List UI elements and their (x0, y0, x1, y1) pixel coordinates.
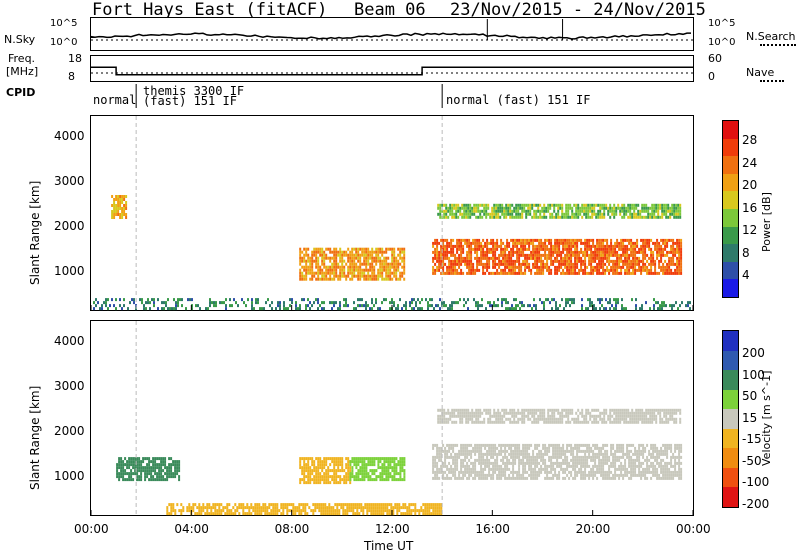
velocity-ytick-1000: 1000 (54, 469, 85, 483)
velocity-colorbar-tick: -100 (742, 475, 770, 489)
nave-legend-line (760, 80, 784, 82)
velocity-colorbar (722, 330, 739, 508)
power-colorbar-tick: 12 (742, 223, 758, 237)
cpid-segment-themis: themis 3300 IF (143, 84, 245, 98)
power-colorbar-tick: 28 (742, 133, 758, 147)
velocity-colorbar-segment (723, 370, 738, 390)
x-tick-label: 12:00 (375, 522, 410, 536)
velocity-colorbar-segment (723, 428, 738, 449)
noise-sky-label: N.Sky (4, 33, 36, 46)
velocity-region-5 (166, 503, 443, 516)
cpid-segment-normal-fast: normal (fast) 151 IF (446, 93, 591, 107)
x-tick-label: 00:00 (676, 522, 711, 536)
beam-title: Beam 06 (354, 0, 426, 20)
velocity-colorbar-tick: -200 (742, 496, 770, 511)
noise-left-tick-top: 10^5 (50, 18, 78, 29)
velocity-region-2 (432, 443, 683, 480)
freq-label: Freq. (8, 52, 36, 65)
cpid-label: CPID (6, 86, 36, 99)
power-colorbar-tick: 16 (742, 200, 758, 215)
velocity-colorbar-segment (723, 389, 738, 410)
date-range: 23/Nov/2015 - 24/Nov/2015 (450, 0, 706, 20)
x-tick-label: 04:00 (174, 522, 209, 536)
freq-tick-bottom: 8 (68, 70, 75, 83)
nave-tick-bottom: 0 (708, 70, 715, 83)
power-ytick-3000: 3000 (54, 174, 85, 188)
velocity-colorbar-tick: -50 (742, 453, 762, 468)
power-colorbar-tick: 8 (742, 245, 750, 260)
freq-unit-label: [MHz] (6, 65, 39, 78)
cpid-segment-themis-fast: (fast) 151 IF (143, 94, 237, 108)
velocity-colorbar-segment (723, 350, 738, 371)
velocity-colorbar-segment (723, 331, 738, 351)
cpid-segment-normal: normal (93, 93, 137, 107)
power-colorbar-segment (723, 261, 738, 280)
velocity-colorbar-segment (723, 448, 738, 468)
noise-search-label: N.Search (746, 30, 796, 43)
station-title: Fort Hays East (fitACF) (92, 0, 328, 20)
velocity-ytick-2000: 2000 (54, 424, 85, 438)
noise-right-tick-bottom: 10^0 (708, 37, 736, 48)
velocity-colorbar-tick: 100 (742, 367, 765, 382)
velocity-colorbar-tick: 15 (742, 410, 758, 425)
velocity-colorbar-segment (723, 409, 738, 429)
x-tick-label: 08:00 (274, 522, 310, 536)
velocity-colorbar-tick: -15 (742, 432, 762, 446)
nave-tick-top: 60 (708, 52, 722, 65)
x-tick-label: 00:00 (74, 522, 109, 536)
velocity-colorbar-tick: 200 (742, 346, 765, 360)
noise-right-tick-top: 10^5 (708, 18, 736, 29)
nave-label: Nave (746, 66, 775, 79)
power-region-1 (432, 238, 683, 275)
power-colorbar (722, 120, 739, 298)
power-colorbar-tick: 4 (742, 268, 750, 282)
freq-tick-top: 18 (68, 52, 82, 65)
x-tick-label: 20:00 (575, 522, 611, 536)
velocity-region-1 (349, 457, 406, 482)
power-region-2 (437, 203, 682, 219)
velocity-colorbar-tick: 50 (742, 389, 758, 403)
power-region-3 (111, 195, 128, 219)
noise-left-tick-bottom: 10^0 (50, 37, 78, 48)
power-colorbar-segment (723, 244, 738, 262)
x-tick-label: 16:00 (475, 522, 510, 536)
freq-panel (90, 55, 694, 82)
power-colorbar-segment (723, 173, 738, 192)
freq-line (91, 66, 693, 76)
power-colorbar-segment (723, 156, 738, 174)
velocity-region-0 (299, 457, 352, 485)
power-colorbar-tick: 24 (742, 155, 758, 170)
power-colorbar-segment (723, 121, 738, 139)
velocity-ytick-4000: 4000 (54, 334, 85, 348)
power-colorbar-segment (723, 138, 738, 157)
velocity-region-3 (437, 408, 682, 424)
velocity-region-4 (116, 457, 181, 482)
noise-sky-line (90, 32, 691, 40)
x-axis-label: Time UT (364, 539, 414, 553)
power-colorbar-segment (723, 208, 738, 227)
velocity-colorbar-segment (723, 467, 738, 488)
velocity-ytick-3000: 3000 (54, 379, 85, 393)
power-ytick-2000: 2000 (54, 219, 85, 233)
power-colorbar-segment (723, 279, 738, 297)
power-colorbar-segment (723, 191, 738, 209)
power-ytick-1000: 1000 (54, 264, 85, 278)
power-region-0 (299, 247, 406, 281)
power-ytick-4000: 4000 (54, 129, 85, 143)
velocity-colorbar-segment (723, 487, 738, 507)
noise-search-legend-line (760, 44, 796, 46)
power-colorbar-tick: 20 (742, 178, 758, 192)
power-colorbar-segment (723, 226, 738, 245)
